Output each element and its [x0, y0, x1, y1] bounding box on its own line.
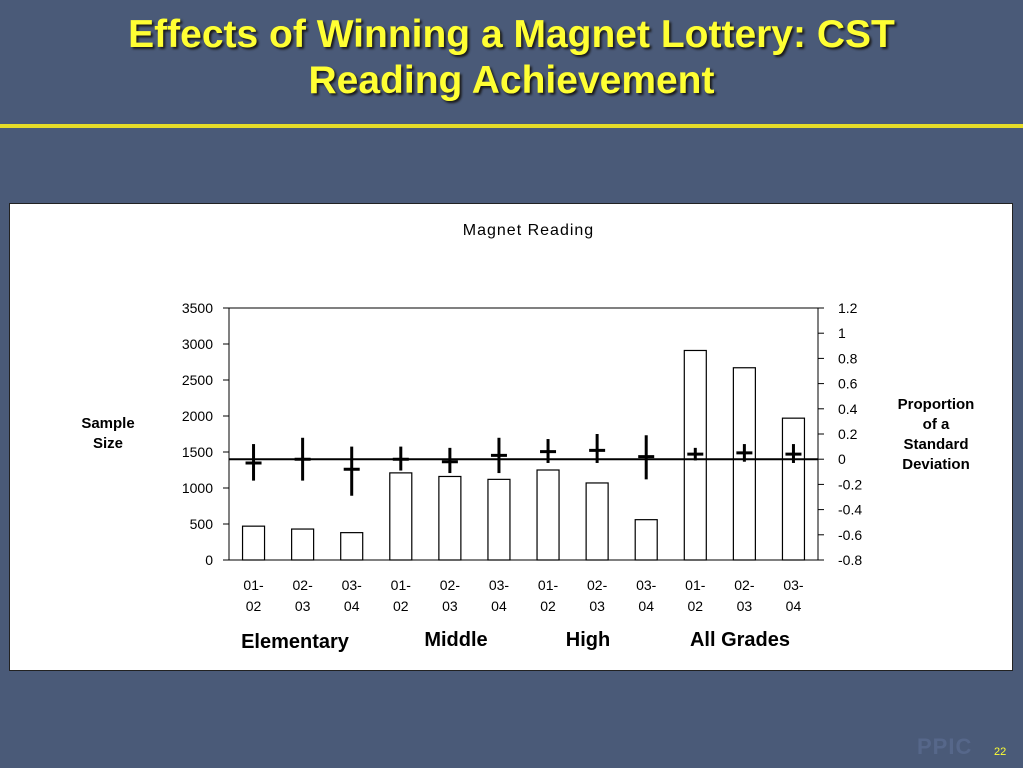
sample-size-bar: [585, 482, 609, 561]
right-tick-label: 0: [838, 451, 846, 467]
category-label-bottom: 02: [246, 598, 262, 614]
sample-size-bar: [634, 519, 658, 561]
right-axis-label: Deviation: [902, 456, 970, 473]
group-label: Elementary: [241, 631, 350, 653]
category-label-bottom: 02: [688, 598, 704, 614]
right-axis-label: Proportion: [898, 396, 975, 413]
category-label-top: 02-: [734, 577, 755, 593]
right-axis-label: of a: [923, 416, 950, 433]
category-label-bottom: 03: [737, 598, 753, 614]
title-line-1: Effects of Winning a Magnet Lottery: CST: [128, 13, 895, 56]
left-tick-label: 0: [205, 552, 213, 568]
right-tick-label: 0.8: [838, 350, 858, 366]
category-label-bottom: 04: [491, 598, 507, 614]
category-label-top: 03-: [783, 577, 804, 593]
category-label-bottom: 04: [786, 598, 802, 614]
left-axis-label: Sample: [81, 415, 134, 432]
right-axis-label: Standard: [903, 436, 968, 453]
right-tick-label: 0.2: [838, 426, 858, 442]
category-label-bottom: 03: [295, 598, 311, 614]
category-label-top: 01-: [391, 577, 412, 593]
chart-frame: Magnet Reading 3500 3000 2500 2000 1500 1000 50…: [9, 203, 1013, 671]
right-tick-label: 0.6: [838, 376, 858, 392]
left-tick-label: 2000: [182, 408, 213, 424]
left-tick-label: 2500: [182, 372, 213, 388]
group-label: Middle: [424, 629, 487, 651]
category-label-top: 03-: [342, 577, 363, 593]
group-label: High: [566, 629, 610, 651]
sample-size-bar: [291, 528, 315, 561]
category-label-bottom: 04: [638, 598, 654, 614]
left-axis-label: Size: [93, 435, 123, 452]
category-label-bottom: 03: [589, 598, 605, 614]
left-tick-label: 500: [190, 516, 214, 532]
left-tick-label: 3500: [182, 300, 213, 316]
sample-size-bar: [438, 475, 462, 561]
title-line-2: Reading Achievement: [308, 59, 715, 102]
category-label-bottom: 04: [344, 598, 360, 614]
ppic-logo: PPIC: [917, 734, 973, 759]
sample-size-bar: [340, 532, 364, 561]
plot-area: [228, 307, 819, 561]
page-number: 22: [994, 746, 1007, 758]
group-label: All Grades: [690, 629, 790, 651]
category-label-top: 02-: [440, 577, 461, 593]
category-label-top: 02-: [293, 577, 314, 593]
sample-size-bar: [241, 525, 266, 561]
chart-title: Magnet Reading: [463, 222, 594, 239]
category-label-bottom: 03: [442, 598, 458, 614]
slide-title: Effects of Winning a Magnet Lottery: CST…: [0, 12, 1023, 104]
left-tick-label: 1500: [182, 444, 213, 460]
sample-size-bar: [389, 472, 413, 561]
sample-size-bar: [487, 478, 511, 561]
left-tick-label: 3000: [182, 336, 213, 352]
category-label-top: 01-: [685, 577, 706, 593]
category-label-bottom: 02: [540, 598, 556, 614]
category-label-top: 01-: [243, 577, 264, 593]
right-tick-label: -0.8: [838, 552, 862, 568]
category-label-top: 01-: [538, 577, 559, 593]
magnet-reading-chart: Magnet Reading 3500 3000 2500 2000 1500 1000 50…: [81, 222, 975, 653]
right-tick-label: 1.2: [838, 300, 858, 316]
title-divider: [0, 124, 1023, 128]
right-tick-label: 1: [838, 325, 846, 341]
right-tick-label: 0.4: [838, 401, 858, 417]
sample-size-bar: [781, 417, 806, 561]
category-label-top: 02-: [587, 577, 608, 593]
category-label-bottom: 02: [393, 598, 409, 614]
category-label-top: 03-: [636, 577, 657, 593]
right-tick-label: -0.4: [838, 502, 862, 518]
left-tick-label: 1000: [182, 480, 213, 496]
category-label-top: 03-: [489, 577, 510, 593]
right-tick-label: -0.6: [838, 527, 862, 543]
sample-size-bar: [536, 469, 560, 561]
right-tick-label: -0.2: [838, 476, 862, 492]
sample-size-bar: [732, 367, 756, 561]
